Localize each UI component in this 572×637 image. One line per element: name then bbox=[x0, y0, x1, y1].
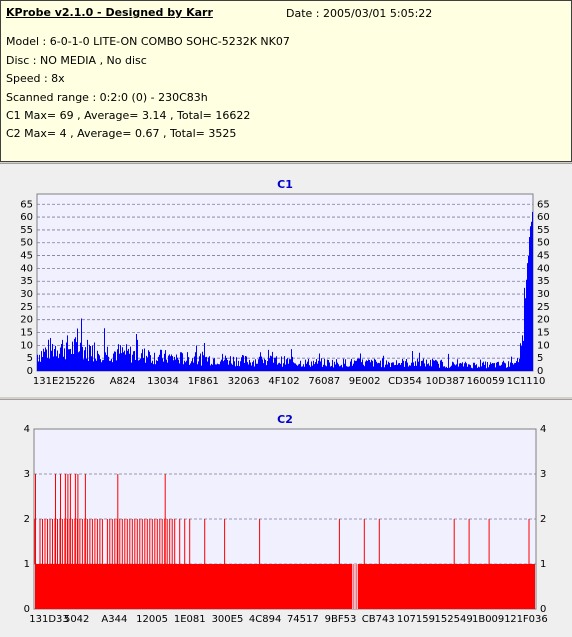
y-tick-right: 30 bbox=[537, 289, 550, 300]
x-tick: 152549 bbox=[435, 614, 473, 625]
c2-base-fill bbox=[35, 564, 535, 609]
disc-line: Disc : NO MEDIA , No disc bbox=[6, 54, 147, 67]
c2-stats-line: C2 Max= 4 , Average= 0.67 , Total= 3525 bbox=[6, 127, 237, 140]
range-line: Scanned range : 0:2:0 (0) - 230C83h bbox=[6, 91, 208, 104]
x-tick: CB743 bbox=[362, 614, 395, 625]
x-tick: 4F102 bbox=[268, 376, 299, 387]
x-tick: 5042 bbox=[64, 614, 89, 625]
scan-date: Date : 2005/03/01 5:05:22 bbox=[286, 7, 433, 20]
y-tick-right: 1 bbox=[540, 559, 546, 570]
y-tick-right: 0 bbox=[537, 366, 543, 377]
x-tick: 1F861 bbox=[188, 376, 219, 387]
c2-chart-panel: C2 0 0 1 1 2 2 3 3 4 4 131D33 5042 A344 12005 1E081 300E… bbox=[0, 399, 572, 637]
y-tick-left: 25 bbox=[20, 302, 33, 313]
y-tick-left: 65 bbox=[20, 199, 33, 210]
x-tick: 1E081 bbox=[174, 614, 206, 625]
y-tick-right: 50 bbox=[537, 238, 550, 249]
y-tick-right: 35 bbox=[537, 276, 550, 287]
x-tick: 131D33 bbox=[29, 614, 69, 625]
plot-area bbox=[36, 193, 534, 372]
y-tick-right: 10 bbox=[537, 340, 550, 351]
y-tick-right: 40 bbox=[537, 263, 550, 274]
x-tick: 300E5 bbox=[212, 614, 244, 625]
y-tick-right: 15 bbox=[537, 328, 550, 339]
c2-spikes bbox=[34, 474, 530, 564]
x-tick: 1B0091 bbox=[472, 614, 511, 625]
x-tick: 10D387 bbox=[426, 376, 466, 387]
c1-stats-line: C1 Max= 69 , Average= 3.14 , Total= 1662… bbox=[6, 109, 251, 122]
y-tick-left: 10 bbox=[20, 340, 33, 351]
c1-bars bbox=[37, 211, 533, 371]
x-tick: 107159 bbox=[397, 614, 435, 625]
y-tick-left: 1 bbox=[24, 559, 30, 570]
y-tick-left: 35 bbox=[20, 276, 33, 287]
y-tick-left: 30 bbox=[20, 289, 33, 300]
x-tick: 74517 bbox=[287, 614, 319, 625]
c1-chart-panel: C1 0 0 5 5 10 10 15 15 20 20 25 25 30 30 35 35 40 40 45 45 50… bbox=[0, 163, 572, 397]
y-tick-left: 0 bbox=[24, 604, 30, 615]
y-tick-right: 55 bbox=[537, 225, 550, 236]
x-tick: 1C1110 bbox=[507, 376, 546, 387]
model-line: Model : 6-0-1-0 LITE-ON COMBO SOHC-5232K… bbox=[6, 35, 290, 48]
y-tick-right: 0 bbox=[540, 604, 546, 615]
info-panel: KProbe v2.1.0 - Designed by Karr Date : … bbox=[0, 0, 572, 162]
y-tick-right: 3 bbox=[540, 469, 546, 480]
x-tick: 131E21 bbox=[33, 376, 71, 387]
x-tick: CD354 bbox=[388, 376, 422, 387]
y-tick-left: 20 bbox=[20, 315, 33, 326]
x-tick: 5226 bbox=[70, 376, 95, 387]
x-tick: 9BF53 bbox=[325, 614, 357, 625]
y-tick-left: 40 bbox=[20, 263, 33, 274]
x-tick: 160059 bbox=[467, 376, 505, 387]
y-tick-left: 45 bbox=[20, 251, 33, 262]
y-tick-right: 65 bbox=[537, 199, 550, 210]
y-tick-left: 60 bbox=[20, 212, 33, 223]
y-tick-right: 2 bbox=[540, 514, 546, 525]
chart-title: C2 bbox=[277, 413, 293, 426]
x-tick: A824 bbox=[110, 376, 136, 387]
y-tick-left: 3 bbox=[24, 469, 30, 480]
y-tick-left: 0 bbox=[27, 366, 33, 377]
y-tick-right: 60 bbox=[537, 212, 550, 223]
chart-title: C1 bbox=[277, 178, 293, 191]
y-tick-right: 25 bbox=[537, 302, 550, 313]
y-tick-left: 5 bbox=[27, 353, 33, 364]
y-tick-left: 2 bbox=[24, 514, 30, 525]
x-tick: A344 bbox=[101, 614, 127, 625]
x-tick: 21F036 bbox=[510, 614, 548, 625]
y-tick-right: 5 bbox=[537, 353, 543, 364]
app-title: KProbe v2.1.0 - Designed by Karr bbox=[6, 6, 213, 19]
y-tick-left: 55 bbox=[20, 225, 33, 236]
y-tick-right: 20 bbox=[537, 315, 550, 326]
x-tick: 4C894 bbox=[249, 614, 281, 625]
x-tick: 9E002 bbox=[349, 376, 381, 387]
y-tick-right: 4 bbox=[540, 424, 546, 435]
x-tick: 32063 bbox=[228, 376, 260, 387]
x-tick: 76087 bbox=[308, 376, 340, 387]
y-tick-right: 45 bbox=[537, 251, 550, 262]
x-tick: 13034 bbox=[147, 376, 179, 387]
y-tick-left: 4 bbox=[24, 424, 30, 435]
speed-line: Speed : 8x bbox=[6, 72, 65, 85]
y-tick-left: 15 bbox=[20, 328, 33, 339]
y-tick-left: 50 bbox=[20, 238, 33, 249]
x-tick: 12005 bbox=[136, 614, 168, 625]
